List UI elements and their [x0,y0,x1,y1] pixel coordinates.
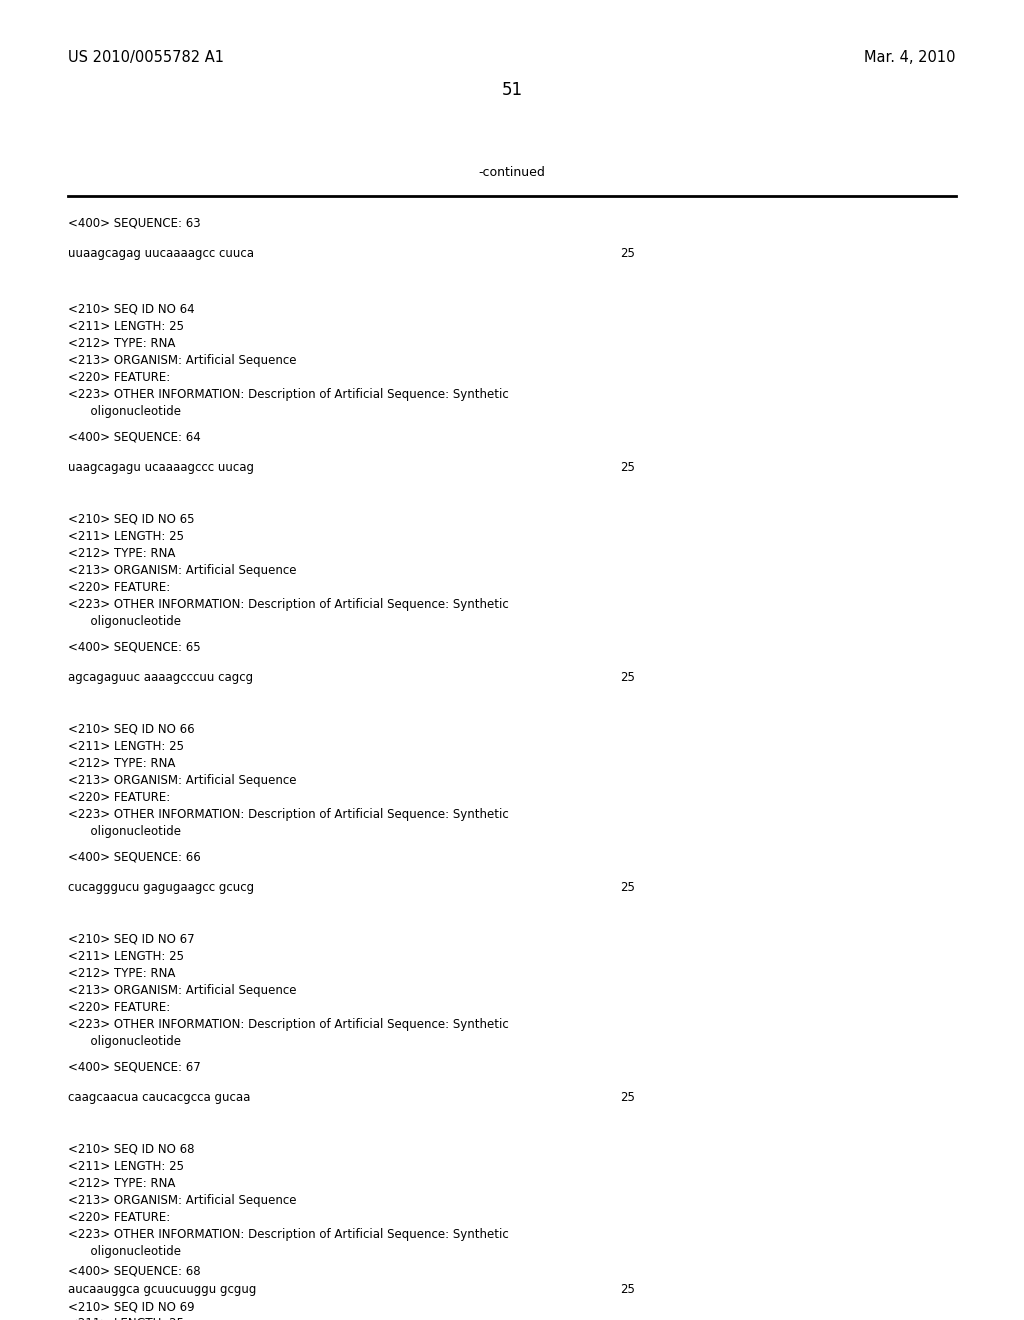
Text: <220> FEATURE:: <220> FEATURE: [68,791,170,804]
Text: oligonucleotide: oligonucleotide [68,405,181,418]
Text: <400> SEQUENCE: 64: <400> SEQUENCE: 64 [68,430,201,444]
Text: <400> SEQUENCE: 63: <400> SEQUENCE: 63 [68,216,201,230]
Text: oligonucleotide: oligonucleotide [68,615,181,628]
Text: <211> LENGTH: 25: <211> LENGTH: 25 [68,1160,184,1173]
Text: <211> LENGTH: 25: <211> LENGTH: 25 [68,319,184,333]
Text: oligonucleotide: oligonucleotide [68,1245,181,1258]
Text: <220> FEATURE:: <220> FEATURE: [68,371,170,384]
Text: US 2010/0055782 A1: US 2010/0055782 A1 [68,50,224,65]
Text: 25: 25 [620,461,635,474]
Text: 25: 25 [620,671,635,684]
Text: <213> ORGANISM: Artificial Sequence: <213> ORGANISM: Artificial Sequence [68,354,297,367]
Text: <212> TYPE: RNA: <212> TYPE: RNA [68,756,175,770]
Text: 25: 25 [620,880,635,894]
Text: <212> TYPE: RNA: <212> TYPE: RNA [68,546,175,560]
Text: <400> SEQUENCE: 66: <400> SEQUENCE: 66 [68,850,201,863]
Text: <210> SEQ ID NO 68: <210> SEQ ID NO 68 [68,1143,195,1156]
Text: <223> OTHER INFORMATION: Description of Artificial Sequence: Synthetic: <223> OTHER INFORMATION: Description of … [68,1228,509,1241]
Text: <213> ORGANISM: Artificial Sequence: <213> ORGANISM: Artificial Sequence [68,983,297,997]
Text: <400> SEQUENCE: 65: <400> SEQUENCE: 65 [68,640,201,653]
Text: oligonucleotide: oligonucleotide [68,825,181,838]
Text: <212> TYPE: RNA: <212> TYPE: RNA [68,1177,175,1191]
Text: 25: 25 [620,1283,635,1296]
Text: <223> OTHER INFORMATION: Description of Artificial Sequence: Synthetic: <223> OTHER INFORMATION: Description of … [68,1018,509,1031]
Text: <210> SEQ ID NO 64: <210> SEQ ID NO 64 [68,304,195,315]
Text: <211> LENGTH: 25: <211> LENGTH: 25 [68,531,184,543]
Text: Mar. 4, 2010: Mar. 4, 2010 [864,50,956,65]
Text: <223> OTHER INFORMATION: Description of Artificial Sequence: Synthetic: <223> OTHER INFORMATION: Description of … [68,388,509,401]
Text: aucaauggca gcuucuuggu gcgug: aucaauggca gcuucuuggu gcgug [68,1283,256,1296]
Text: <211> LENGTH: 25: <211> LENGTH: 25 [68,1317,184,1320]
Text: <211> LENGTH: 25: <211> LENGTH: 25 [68,950,184,964]
Text: caagcaacua caucacgcca gucaa: caagcaacua caucacgcca gucaa [68,1092,251,1104]
Text: <220> FEATURE:: <220> FEATURE: [68,581,170,594]
Text: <210> SEQ ID NO 65: <210> SEQ ID NO 65 [68,513,195,525]
Text: <210> SEQ ID NO 69: <210> SEQ ID NO 69 [68,1300,195,1313]
Text: <213> ORGANISM: Artificial Sequence: <213> ORGANISM: Artificial Sequence [68,1195,297,1206]
Text: <400> SEQUENCE: 68: <400> SEQUENCE: 68 [68,1265,201,1278]
Text: <212> TYPE: RNA: <212> TYPE: RNA [68,337,175,350]
Text: <223> OTHER INFORMATION: Description of Artificial Sequence: Synthetic: <223> OTHER INFORMATION: Description of … [68,598,509,611]
Text: <212> TYPE: RNA: <212> TYPE: RNA [68,968,175,979]
Text: <213> ORGANISM: Artificial Sequence: <213> ORGANISM: Artificial Sequence [68,564,297,577]
Text: agcagaguuc aaaagcccuu cagcg: agcagaguuc aaaagcccuu cagcg [68,671,253,684]
Text: <211> LENGTH: 25: <211> LENGTH: 25 [68,741,184,752]
Text: <223> OTHER INFORMATION: Description of Artificial Sequence: Synthetic: <223> OTHER INFORMATION: Description of … [68,808,509,821]
Text: uuaagcagag uucaaaagcc cuuca: uuaagcagag uucaaaagcc cuuca [68,247,254,260]
Text: 25: 25 [620,1092,635,1104]
Text: 51: 51 [502,81,522,99]
Text: <210> SEQ ID NO 66: <210> SEQ ID NO 66 [68,723,195,737]
Text: <213> ORGANISM: Artificial Sequence: <213> ORGANISM: Artificial Sequence [68,774,297,787]
Text: uaagcagagu ucaaaagccc uucag: uaagcagagu ucaaaagccc uucag [68,461,254,474]
Text: <400> SEQUENCE: 67: <400> SEQUENCE: 67 [68,1060,201,1073]
Text: <220> FEATURE:: <220> FEATURE: [68,1210,170,1224]
Text: <210> SEQ ID NO 67: <210> SEQ ID NO 67 [68,933,195,946]
Text: oligonucleotide: oligonucleotide [68,1035,181,1048]
Text: -continued: -continued [478,166,546,180]
Text: 25: 25 [620,247,635,260]
Text: <220> FEATURE:: <220> FEATURE: [68,1001,170,1014]
Text: cucagggucu gagugaagcc gcucg: cucagggucu gagugaagcc gcucg [68,880,254,894]
